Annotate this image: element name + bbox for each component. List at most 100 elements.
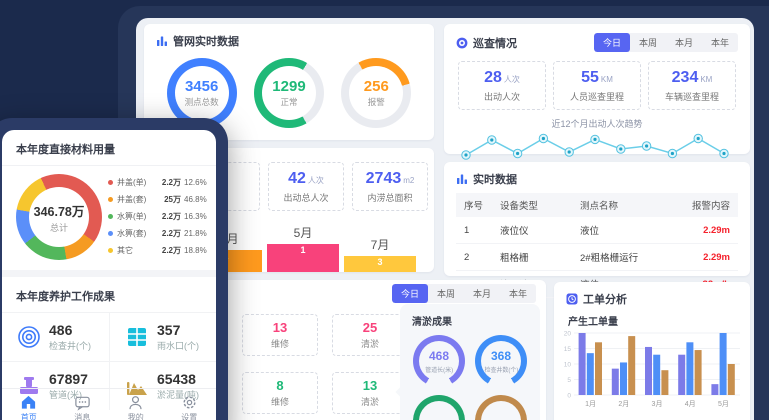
tab-week[interactable]: 本周 xyxy=(638,38,657,48)
nav-label: 消息 xyxy=(74,413,91,420)
material-donut: 346.78万 总计 xyxy=(16,174,102,260)
stat-value: 234 xyxy=(671,69,699,86)
maintenance-stat-sludge: 65438 淤泥量(吨) xyxy=(109,361,216,410)
legend-value: 2.2万 xyxy=(161,246,181,255)
table-header: 序号 设备类型 测点名称 报警内容 xyxy=(456,193,738,217)
settings-icon xyxy=(183,396,196,409)
legend-item: 水箅(套) 2.2万 21.8% xyxy=(108,228,207,239)
pipe-realtime-panel: 管网实时数据 3456 测点总数 1299 正常 256 报警 xyxy=(144,24,434,140)
alarm-table: 序号 设备类型 测点名称 报警内容 1 液位仪 液位 2.29m 2 粗格栅 2… xyxy=(456,193,738,298)
nav-item-settings[interactable]: 设置 xyxy=(163,394,217,420)
trend-title: 近12个月出动人次趋势 xyxy=(551,119,643,129)
nav-item-home[interactable]: 首页 xyxy=(2,394,56,420)
stat-value: 28 xyxy=(484,69,502,86)
maintenance-label: 雨水口(个) xyxy=(157,341,199,351)
stat-unit: KM xyxy=(600,75,613,84)
nav-item-profile[interactable]: 我的 xyxy=(109,394,163,420)
stat-value: 42 xyxy=(288,170,306,187)
cell-device: 粗格栅 xyxy=(500,253,529,264)
donut-total-points: 3456 测点总数 xyxy=(166,58,237,128)
work-tabs: 今日 本周 本月 本年 xyxy=(391,284,536,303)
nav-label: 设置 xyxy=(181,413,198,420)
donut-label: 测点总数 xyxy=(184,97,219,107)
svg-text:15: 15 xyxy=(564,346,572,353)
legend-label: 井盖(套) xyxy=(117,195,147,204)
nav-label: 我的 xyxy=(127,413,144,420)
tab-week[interactable]: 本周 xyxy=(436,289,455,299)
gauge-partial xyxy=(470,395,532,420)
legend-value: 2.2万 xyxy=(161,229,181,238)
material-panel-title: 本年度直接材料用量 xyxy=(2,130,216,166)
bar-chart-icon xyxy=(157,36,167,46)
panel-title: 巡查情况 xyxy=(473,37,517,50)
svg-text:5: 5 xyxy=(567,377,571,384)
patrol-panel: 巡查情况 今日 本周 本月 本年 28 人次 出动人次 55 KM 人员巡查里程 xyxy=(444,24,750,160)
legend-dot xyxy=(108,214,113,219)
legend-dot xyxy=(108,197,113,202)
stat-unit: KM xyxy=(700,75,713,84)
cell-point: 2#粗格栅运行 xyxy=(580,253,639,264)
maintenance-value: 65438 xyxy=(157,371,196,387)
stat-unit: 人次 xyxy=(503,75,520,84)
nav-label: 首页 xyxy=(20,413,37,420)
legend-value: 2.2万 xyxy=(161,178,181,187)
podium-rank: 3 xyxy=(377,257,383,267)
podium-rank: 1 xyxy=(300,245,306,255)
panel-title: 实时数据 xyxy=(473,174,517,186)
tab-year[interactable]: 本年 xyxy=(710,38,729,48)
section-title-generated: 产生工单量 xyxy=(568,317,618,328)
col-header: 报警内容 xyxy=(691,201,730,212)
cell-point: 液位 xyxy=(580,226,600,237)
stat-label: 出动总人次 xyxy=(283,193,329,203)
legend-percent: 12.6% xyxy=(184,178,207,187)
stat-box-person-km: 55 KM 人员巡查里程 xyxy=(553,61,641,110)
maintenance-label: 检查井(个) xyxy=(49,341,91,351)
work-label: 清淤 xyxy=(360,397,379,407)
col-header: 测点名称 xyxy=(580,201,619,212)
donut-alarm: 256 报警 xyxy=(341,58,412,128)
svg-text:10: 10 xyxy=(564,362,572,369)
gauge-inspection-wells: 368 检查井数(个) xyxy=(470,335,532,387)
legend-label: 水箅(套) xyxy=(117,229,147,238)
cell-alarm: 2.29m xyxy=(703,251,730,263)
tab-year[interactable]: 本年 xyxy=(508,289,527,299)
maintenance-value: 357 xyxy=(157,322,181,338)
tab-today[interactable]: 今日 xyxy=(391,284,428,303)
gauge-partial xyxy=(408,395,470,420)
stat-box-total-dispatch: 42 人次 出动总人次 xyxy=(268,162,344,211)
donut-label: 报警 xyxy=(367,97,385,107)
dredge-gauges: 468 管道长(米) 368 检查井数(个) xyxy=(408,335,532,420)
pipe-donuts: 3456 测点总数 1299 正常 256 报警 xyxy=(144,52,434,128)
maintenance-panel-title: 本年度养护工作成果 xyxy=(16,291,115,303)
nav-item-messages[interactable]: 消息 xyxy=(56,394,110,420)
donut-normal: 1299 正常 xyxy=(253,58,324,128)
cell-alarm: 2.29m xyxy=(703,224,730,236)
svg-text:20: 20 xyxy=(564,331,572,338)
panel-title: 管网实时数据 xyxy=(173,36,239,48)
legend-percent: 46.8% xyxy=(184,195,207,204)
podium-bar: 3 xyxy=(344,256,416,272)
col-header: 序号 xyxy=(464,201,484,212)
svg-text:1月: 1月 xyxy=(585,400,596,408)
message-icon xyxy=(75,396,90,411)
cell-no: 1 xyxy=(464,224,470,236)
tab-month[interactable]: 本月 xyxy=(472,289,491,299)
stat-label: 人员巡查里程 xyxy=(569,92,624,102)
cell-device: 液位仪 xyxy=(500,226,529,237)
svg-text:0: 0 xyxy=(567,393,571,400)
dredge-results-subpanel: 清淤成果 468 管道长(米) 368 检查井数(个) xyxy=(400,304,540,420)
work-value: 13 xyxy=(272,320,288,335)
tab-month[interactable]: 本月 xyxy=(674,38,693,48)
donut-total-label: 总计 xyxy=(49,222,68,233)
bar-chart-icon xyxy=(457,174,467,184)
legend-label: 井盖(单) xyxy=(117,178,147,187)
legend-percent: 21.8% xyxy=(184,229,207,238)
maintenance-label: 管道(米) xyxy=(49,390,82,400)
legend-percent: 18.8% xyxy=(184,246,207,255)
tab-today[interactable]: 今日 xyxy=(593,33,630,52)
legend-item: 水箅(单) 2.2万 16.3% xyxy=(108,211,207,222)
legend-value: 25万 xyxy=(164,195,181,204)
phone-panel: 本年度直接材料用量 346.78万 总计 井盖(单) 2.2万 12.6% 井盖(套… xyxy=(2,130,216,420)
home-icon xyxy=(22,395,36,409)
